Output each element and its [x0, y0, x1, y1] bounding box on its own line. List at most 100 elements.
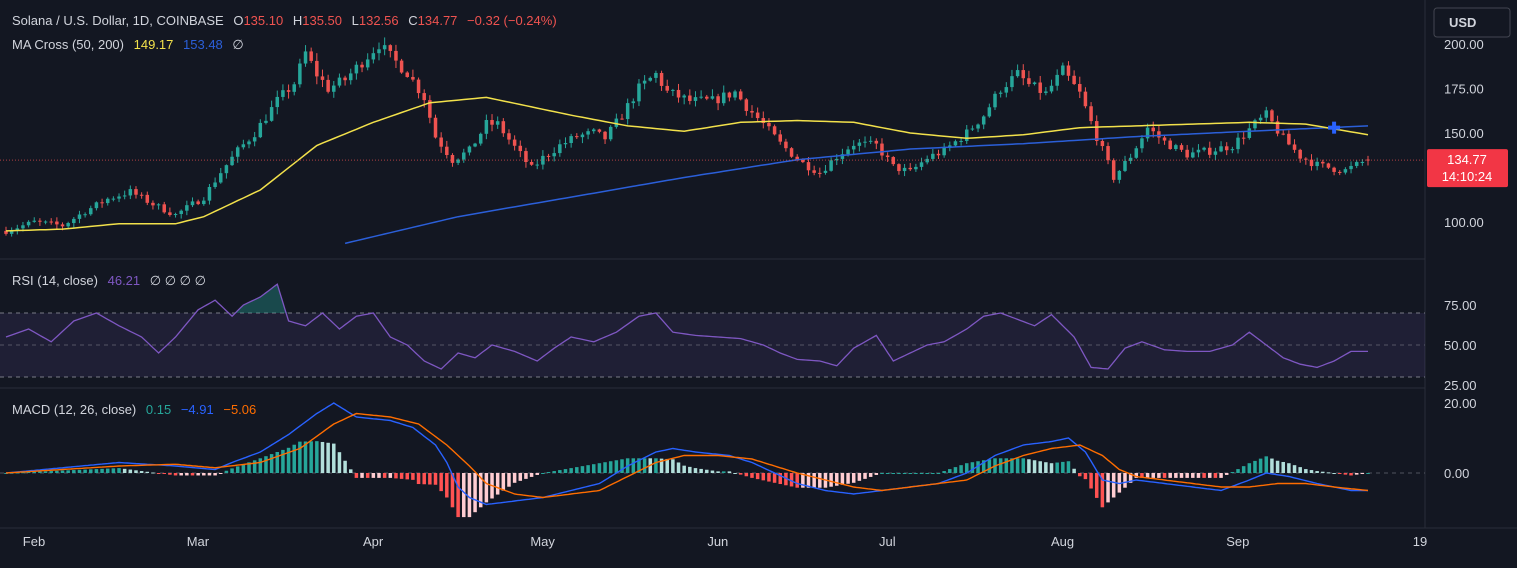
- candle-body: [1185, 149, 1189, 158]
- symbol-title: Solana / U.S. Dollar, 1D, COINBASE: [12, 13, 224, 28]
- macd-hist-bar: [654, 458, 658, 473]
- rsi-line[interactable]: [5, 283, 1368, 370]
- candle-body: [654, 72, 658, 78]
- macd-hist-bar: [580, 466, 585, 473]
- macd-hist-bar: [190, 473, 195, 476]
- candle-body: [117, 196, 121, 199]
- candle-body: [676, 89, 681, 98]
- macd-hist-bar: [247, 462, 251, 473]
- macd-hist-bar: [851, 473, 856, 483]
- candle-body: [1360, 161, 1365, 163]
- ma200-value: 153.48: [183, 37, 223, 52]
- macd-legend[interactable]: MACD (12, 26, close) 0.15 −4.91 −5.06: [12, 402, 256, 417]
- last-price-value: 134.77: [1447, 152, 1487, 167]
- candle-body: [705, 96, 709, 99]
- candle-body: [642, 80, 647, 84]
- time-scale[interactable]: Feb Mar Apr May Jun Jul Aug Sep 19: [23, 534, 1427, 549]
- candle-body: [354, 64, 359, 74]
- candle-body: [575, 136, 579, 138]
- rsi-scale[interactable]: 75.00 50.00 25.00: [1444, 298, 1477, 393]
- macd-hist-bar: [671, 459, 675, 473]
- macd-hist-bar: [1253, 460, 1257, 473]
- macd-hist-bar: [778, 473, 783, 485]
- ma50-line[interactable]: [5, 96, 1369, 232]
- macd-hist-bar: [512, 473, 517, 483]
- macd-hist-bar: [1072, 468, 1076, 473]
- ma-cross-legend[interactable]: MA Cross (50, 200) 149.17 153.48 ∅: [12, 37, 244, 52]
- macd-hist-bar: [337, 452, 342, 473]
- price-candles[interactable]: [4, 37, 1370, 237]
- macd-hist-bar: [416, 473, 421, 485]
- candle-body: [473, 143, 477, 147]
- macd-hist-bar: [1270, 458, 1274, 473]
- macd-hist-bar: [4, 473, 8, 474]
- macd-hist-bar: [60, 470, 65, 473]
- macd-hist-bar: [473, 473, 477, 513]
- macd-hist-bar: [767, 473, 771, 482]
- macd-hist-bar: [399, 473, 404, 479]
- candle-body: [247, 141, 251, 145]
- macd-hist-bar: [72, 470, 76, 473]
- candle-body: [586, 131, 590, 135]
- x-tick-label: May: [530, 534, 555, 549]
- candle-body: [767, 123, 771, 127]
- macd-hist-bar: [558, 470, 562, 473]
- candle-body: [738, 91, 743, 100]
- candle-body: [648, 77, 653, 81]
- candle-body: [868, 140, 873, 142]
- currency-button[interactable]: USD: [1433, 7, 1511, 38]
- candle-body: [77, 214, 82, 219]
- candle-body: [179, 210, 183, 215]
- close-value: 134.77: [418, 13, 458, 28]
- candle-body: [1298, 149, 1302, 159]
- ma-cross-marker[interactable]: [1328, 121, 1341, 134]
- macd-hist-bar: [1236, 469, 1240, 473]
- candle-body: [789, 148, 794, 157]
- candle-body: [258, 122, 263, 138]
- candle-body: [1157, 131, 1161, 138]
- macd-histogram[interactable]: [4, 441, 1370, 518]
- macd-hist-bar: [603, 462, 607, 473]
- candle-body: [580, 134, 585, 138]
- macd-hist-bar: [755, 473, 760, 480]
- macd-hist-bar: [94, 469, 99, 473]
- macd-hist-bar: [818, 473, 822, 488]
- macd-scale[interactable]: 20.00 0.00: [1444, 396, 1477, 481]
- macd-hist-bar: [1343, 473, 1348, 475]
- candle-body: [377, 49, 381, 54]
- candle-body: [835, 158, 839, 161]
- macd-hist-bar: [1202, 473, 1206, 478]
- candle-body: [976, 124, 980, 129]
- y-tick-label: 0.00: [1444, 466, 1469, 481]
- macd-line[interactable]: [5, 402, 1368, 506]
- candle-body: [959, 140, 963, 142]
- candle-body: [597, 129, 602, 132]
- candle-body: [750, 110, 754, 113]
- last-price-tag: 134.77 14:10:24: [1427, 149, 1508, 188]
- macd-hist-bar: [880, 473, 884, 474]
- rsi-legend[interactable]: RSI (14, close) 46.21 ∅ ∅ ∅ ∅: [12, 273, 206, 288]
- candle-body: [360, 64, 364, 68]
- macd-hist-bar: [207, 473, 212, 476]
- y-tick-label: 175.00: [1444, 82, 1484, 97]
- candle-body: [1134, 148, 1139, 158]
- candle-body: [608, 126, 613, 140]
- macd-hist-bar: [1162, 473, 1167, 478]
- candle-body: [1100, 140, 1105, 147]
- symbol-legend[interactable]: Solana / U.S. Dollar, 1D, COINBASE O135.…: [12, 13, 557, 28]
- candle-body: [1224, 146, 1229, 151]
- candle-body: [83, 214, 87, 216]
- macd-hist-bar: [202, 473, 206, 476]
- macd-hist-bar: [66, 470, 70, 473]
- candle-body: [874, 140, 879, 144]
- candle-body: [823, 170, 828, 173]
- macd-hist-bar: [303, 441, 308, 473]
- ma200-line[interactable]: [344, 125, 1369, 245]
- signal-line[interactable]: [5, 412, 1369, 499]
- candle-body: [139, 194, 144, 196]
- currency-label[interactable]: USD: [1449, 15, 1476, 30]
- macd-hist-bar: [761, 473, 766, 481]
